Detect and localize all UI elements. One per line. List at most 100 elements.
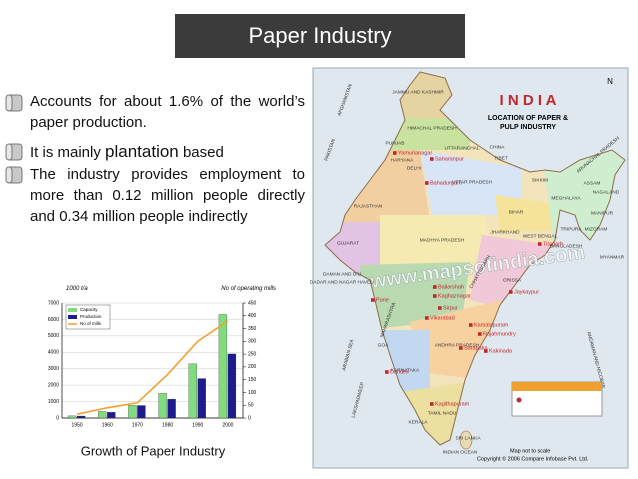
place-dot xyxy=(469,323,473,327)
place-dot xyxy=(433,294,437,298)
bar xyxy=(167,398,176,419)
y2-tick-label: 450 xyxy=(248,300,257,306)
y2-tick-label: 250 xyxy=(248,351,257,357)
chart: 1000 t/a No of operating mills01000200030… xyxy=(48,286,276,428)
region-label: DAMAN AND DIU xyxy=(323,271,362,277)
y2-tick-label: 150 xyxy=(248,377,257,383)
bullet: Accounts for about 1.6% of the world’s p… xyxy=(30,93,305,131)
place-label: Vikarabad xyxy=(430,315,455,321)
place-label: Kakinada xyxy=(489,348,513,354)
region-label: BANGLADESH xyxy=(550,243,583,249)
bullet-emphasis: plantation xyxy=(105,142,179,161)
legend-swatch xyxy=(68,315,77,319)
region-label: MIZORAM xyxy=(585,226,608,232)
map-subheading: LOCATION OF PAPER & xyxy=(488,115,568,122)
bullet-icon xyxy=(5,143,23,161)
region-label: UTTARANCHAL xyxy=(444,145,479,151)
mills-line xyxy=(76,320,229,415)
place-dot xyxy=(425,316,429,320)
x-tick-label: 2000 xyxy=(222,422,233,428)
region-label: HARYANA xyxy=(391,157,415,163)
x-tick-label: 1990 xyxy=(192,422,203,428)
north-label: N xyxy=(607,77,613,86)
region-label: JAMMU AND KASHMIR xyxy=(392,89,444,95)
y-tick-label: 4000 xyxy=(48,350,59,356)
sri-lanka-shape xyxy=(459,430,473,450)
place-label: Bahadurgarh xyxy=(430,180,462,186)
region-label: WEST BENGAL xyxy=(523,233,558,239)
y-tick-label: 3000 xyxy=(48,366,59,372)
bar xyxy=(158,393,167,419)
bullet-text: based xyxy=(182,144,224,161)
place-dot xyxy=(425,181,429,185)
bar xyxy=(98,411,107,419)
region-label: RAJASTHAN xyxy=(354,203,383,209)
y2-tick-label: 200 xyxy=(248,364,257,370)
x-tick-label: 1970 xyxy=(132,422,143,428)
slide-title: Paper Industry xyxy=(248,23,391,48)
place-dot xyxy=(438,306,442,310)
place-dot xyxy=(393,151,397,155)
place-label: Kaghaznagar xyxy=(438,293,471,299)
region-label: UTTAR PRADESH xyxy=(452,179,493,185)
region-label: KERALA xyxy=(409,419,429,425)
legend-label: Capacity xyxy=(80,307,98,312)
place-dot xyxy=(430,157,434,161)
y2-tick-label: 100 xyxy=(248,390,257,396)
place-label: Titagarh xyxy=(543,241,563,247)
region-label: NAGALAND xyxy=(593,189,620,195)
region-label: MEGHALAYA xyxy=(551,195,581,201)
y-tick-label: 0 xyxy=(56,415,59,421)
bar xyxy=(76,415,86,419)
place-label: Pune xyxy=(376,297,389,303)
bar xyxy=(188,363,197,419)
y2-tick-label: 300 xyxy=(248,339,257,345)
title-bar xyxy=(175,14,465,58)
bullet-text: It is mainly xyxy=(30,144,101,161)
place-dot xyxy=(371,298,375,302)
place-label: Kamalapuram xyxy=(474,322,509,328)
bullet: It is mainly plantation based xyxy=(30,141,305,163)
x-tick-label: 1950 xyxy=(72,422,83,428)
y-tick-label: 7000 xyxy=(48,300,59,306)
region-label: ORISSA xyxy=(503,277,522,283)
bullet-icon xyxy=(5,166,23,184)
region-label: KARNATAKA xyxy=(391,367,420,373)
region-label: GOA xyxy=(378,342,389,348)
region-label: TAMIL NADU xyxy=(428,410,457,416)
y-tick-label: 2000 xyxy=(48,382,59,388)
region-label: DADAR AND NAGAR HAVELI xyxy=(310,279,374,285)
y-tick-label: 5000 xyxy=(48,333,59,339)
place-dot xyxy=(478,332,482,336)
region-label: ANDHRA PRADESH xyxy=(435,342,480,348)
place-dot xyxy=(430,402,434,406)
region-label: DELHI xyxy=(407,165,421,171)
region-label: GUJARAT xyxy=(337,240,359,246)
region-label: BIHAR xyxy=(509,209,524,215)
region-label: JHARKHAND xyxy=(490,229,520,235)
bar xyxy=(107,412,116,419)
bar xyxy=(197,378,206,419)
bullet-icon xyxy=(5,94,23,112)
place-dot xyxy=(433,285,437,289)
y2-tick-label: 400 xyxy=(248,313,257,319)
place-dot xyxy=(509,290,513,294)
map-note: Map not to scale xyxy=(510,448,550,454)
chart-caption: Growth of Paper Industry xyxy=(81,443,226,458)
region-label: HIMACHAL PRADESH xyxy=(407,125,457,131)
y-axis-label: 1000 t/a xyxy=(66,286,88,292)
map-legend-band xyxy=(512,382,602,391)
bar xyxy=(218,314,228,419)
legend-label: Production xyxy=(80,314,102,319)
place-label: Sarapaka xyxy=(464,345,488,351)
region-label: PUNJAB xyxy=(386,140,405,146)
y2-axis-label: No of operating mills xyxy=(221,286,276,292)
place-label: Dandeli xyxy=(390,369,409,375)
place-label: Yamunanagar xyxy=(398,150,432,156)
map-heading: I N D I A xyxy=(500,92,557,109)
place-label: Jaykaypur xyxy=(514,289,539,295)
bar xyxy=(227,353,237,419)
region-label: ASSAM xyxy=(584,180,601,186)
